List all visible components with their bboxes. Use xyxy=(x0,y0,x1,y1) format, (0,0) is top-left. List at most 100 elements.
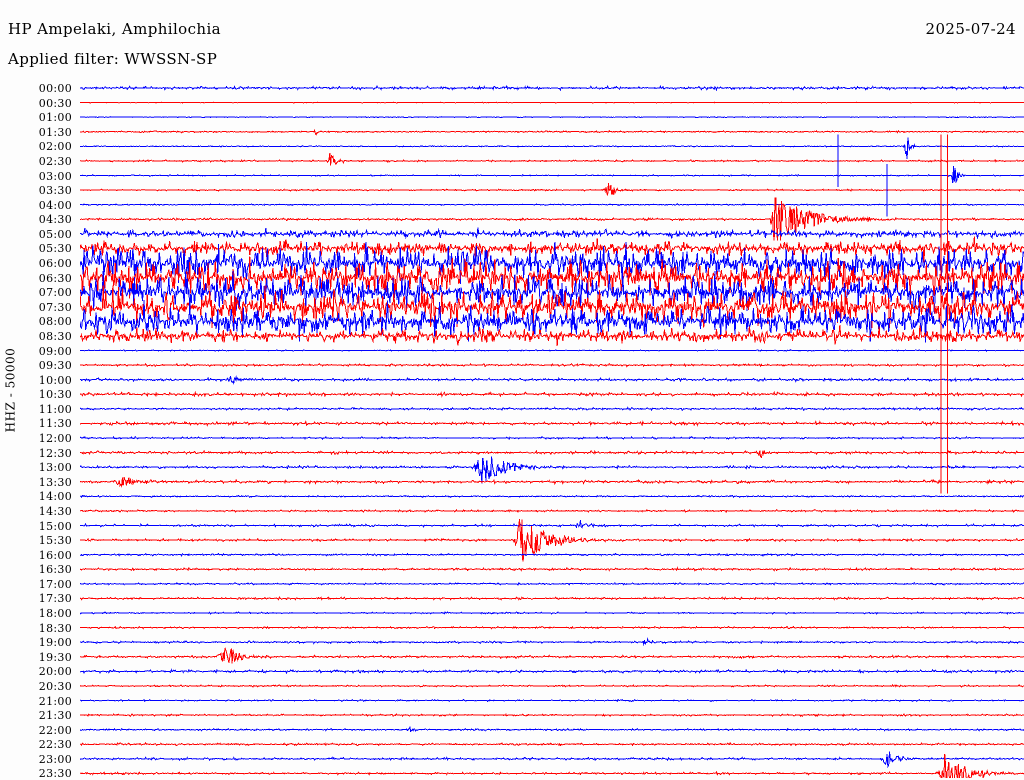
time-tick-1630: 16:30 xyxy=(38,563,72,577)
record-date: 2025-07-24 xyxy=(925,20,1016,38)
time-tick-0530: 05:30 xyxy=(38,242,72,256)
trace-0300 xyxy=(80,166,1024,184)
time-tick-0730: 07:30 xyxy=(38,300,72,314)
trace-1100 xyxy=(80,406,1024,412)
trace-1500 xyxy=(80,520,1024,529)
trace-1730 xyxy=(80,596,1024,601)
trace-1400 xyxy=(80,494,1024,498)
time-tick-0930: 09:30 xyxy=(38,359,72,373)
trace-0830 xyxy=(80,324,1024,346)
trace-1900 xyxy=(80,637,1024,646)
time-tick-0130: 01:30 xyxy=(38,125,72,139)
trace-2300 xyxy=(80,751,1024,769)
time-tick-2000: 20:00 xyxy=(38,665,72,679)
trace-1330 xyxy=(80,476,1024,488)
time-tick-2130: 21:30 xyxy=(38,709,72,723)
trace-2130 xyxy=(80,713,1024,718)
time-tick-1130: 11:30 xyxy=(38,417,72,431)
trace-0500 xyxy=(80,227,1024,240)
trace-1630 xyxy=(80,566,1024,572)
trace-0130 xyxy=(80,128,1024,136)
time-tick-1200: 12:00 xyxy=(38,432,72,445)
time-tick-1830: 18:30 xyxy=(38,621,72,635)
trace-0230 xyxy=(80,153,1024,166)
time-tick-1230: 12:30 xyxy=(38,446,72,460)
trace-2330 xyxy=(80,753,1024,778)
trace-0530 xyxy=(80,236,1024,263)
helicorder-plot: 00:00 00:30 01:00 01:30 02:00 02:30 03:00 03:30… xyxy=(0,78,1024,780)
filter-label: Applied filter: WWSSN-SP xyxy=(8,50,218,68)
time-tick-2100: 21:00 xyxy=(38,694,72,708)
time-tick-0330: 03:30 xyxy=(38,184,72,198)
time-tick-1700: 17:00 xyxy=(38,577,72,591)
trace-1430 xyxy=(80,508,1024,514)
trace-1700 xyxy=(80,581,1024,586)
time-tick-0200: 02:00 xyxy=(38,140,72,154)
time-tick-0430: 04:30 xyxy=(38,213,72,227)
trace-1200 xyxy=(80,435,1024,441)
trace-1830 xyxy=(80,625,1024,630)
trace-1930 xyxy=(80,647,1024,664)
trace-0730 xyxy=(80,285,1024,328)
trace-1130 xyxy=(80,419,1024,427)
trace-2000 xyxy=(80,668,1024,675)
time-tick-0300: 03:00 xyxy=(38,169,72,183)
trace-2100 xyxy=(80,698,1024,703)
trace-0100 xyxy=(80,116,1024,119)
trace-1800 xyxy=(80,611,1024,615)
time-tick-1030: 10:30 xyxy=(38,388,72,402)
trace-0030 xyxy=(80,101,1024,104)
time-tick-1600: 16:00 xyxy=(38,548,72,562)
trace-0400 xyxy=(80,203,1024,207)
trace-0330 xyxy=(80,183,1024,196)
time-tick-0000: 00:00 xyxy=(38,82,72,95)
time-tick-0030: 00:30 xyxy=(38,96,72,110)
trace-0430 xyxy=(80,197,1024,241)
time-tick-0800: 08:00 xyxy=(38,315,72,329)
time-tick-1500: 15:00 xyxy=(38,519,72,533)
trace-0630 xyxy=(80,256,1024,299)
time-tick-2300: 23:00 xyxy=(38,752,72,766)
page-title: HP Ampelaki, Amphilochia xyxy=(8,20,221,38)
time-tick-2200: 22:00 xyxy=(38,723,72,737)
trace-0600 xyxy=(80,241,1024,285)
trace-1030 xyxy=(80,390,1024,398)
trace-1300 xyxy=(80,456,1024,484)
time-tick-0600: 06:00 xyxy=(38,257,72,270)
time-tick-1930: 19:30 xyxy=(38,650,72,664)
trace-0800 xyxy=(80,300,1024,343)
trace-2230 xyxy=(80,741,1024,747)
trace-0200 xyxy=(80,137,1024,160)
trace-1000 xyxy=(80,374,1024,385)
time-axis: 00:00 00:30 01:00 01:30 02:00 02:30 03:00 03:30… xyxy=(0,78,80,780)
time-tick-1300: 13:00 xyxy=(38,461,72,475)
time-tick-0700: 07:00 xyxy=(38,286,72,300)
time-tick-0830: 08:30 xyxy=(38,329,72,343)
seismogram-traces xyxy=(80,78,1024,778)
time-tick-1430: 14:30 xyxy=(38,504,72,518)
trace-1230 xyxy=(80,449,1024,459)
time-tick-1530: 15:30 xyxy=(38,534,72,548)
trace-2030 xyxy=(80,683,1024,688)
time-tick-0630: 06:30 xyxy=(38,271,72,285)
trace-1600 xyxy=(80,552,1024,557)
time-tick-2030: 20:30 xyxy=(38,679,72,693)
time-tick-0100: 01:00 xyxy=(38,111,72,125)
time-tick-0900: 09:00 xyxy=(38,344,72,358)
time-tick-0500: 05:00 xyxy=(38,227,72,241)
time-tick-0400: 04:00 xyxy=(38,198,72,212)
trace-0700 xyxy=(80,270,1024,314)
trace-0930 xyxy=(80,362,1024,368)
time-tick-1000: 10:00 xyxy=(38,373,72,387)
time-tick-2330: 23:30 xyxy=(38,767,72,780)
time-tick-1100: 11:00 xyxy=(38,402,72,416)
time-tick-1730: 17:30 xyxy=(38,592,72,606)
trace-0000 xyxy=(80,84,1024,92)
time-tick-0230: 02:30 xyxy=(38,154,72,168)
trace-1530 xyxy=(80,518,1024,562)
time-tick-1900: 19:00 xyxy=(38,636,72,650)
time-tick-1330: 13:30 xyxy=(38,475,72,489)
time-tick-1800: 18:00 xyxy=(38,607,72,620)
trace-0900 xyxy=(80,349,1024,352)
time-tick-2230: 22:30 xyxy=(38,738,72,752)
